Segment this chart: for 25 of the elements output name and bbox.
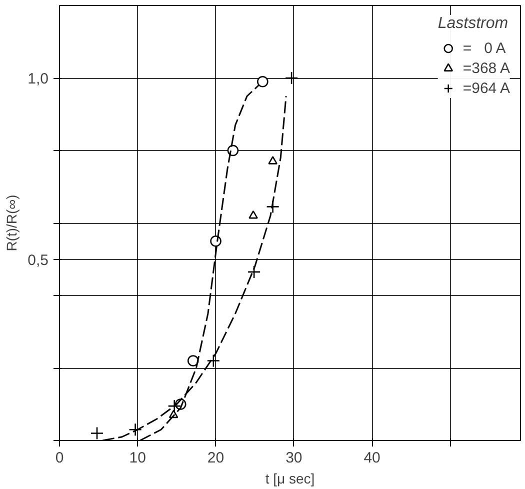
point [227, 144, 239, 156]
x-tick-label: 30 [286, 450, 302, 466]
x-tick-label: 40 [364, 450, 380, 466]
x-tick-label: 10 [129, 450, 146, 466]
x-tick-label: 0 [55, 450, 64, 466]
legend-label: = 0 A [462, 40, 506, 56]
y-tick-label: 1,0 [28, 70, 49, 88]
point [128, 422, 142, 436]
legend-title: Laststrom [438, 15, 510, 33]
point [284, 71, 298, 85]
point [206, 354, 220, 368]
point [257, 76, 268, 88]
point [268, 156, 278, 164]
point [187, 355, 199, 366]
point [247, 265, 261, 279]
point [266, 200, 280, 214]
point [90, 426, 104, 440]
y-tick-label: 0,5 [28, 252, 49, 269]
point [248, 210, 258, 219]
y-axis-title: R(t)/R(∞) [4, 194, 20, 252]
legend-label: =964 A [462, 80, 510, 96]
point [168, 399, 182, 413]
x-axis-title: t [μ sec] [265, 470, 315, 486]
x-tick-label: 20 [207, 450, 224, 466]
legend-label: =368 A [462, 60, 510, 76]
